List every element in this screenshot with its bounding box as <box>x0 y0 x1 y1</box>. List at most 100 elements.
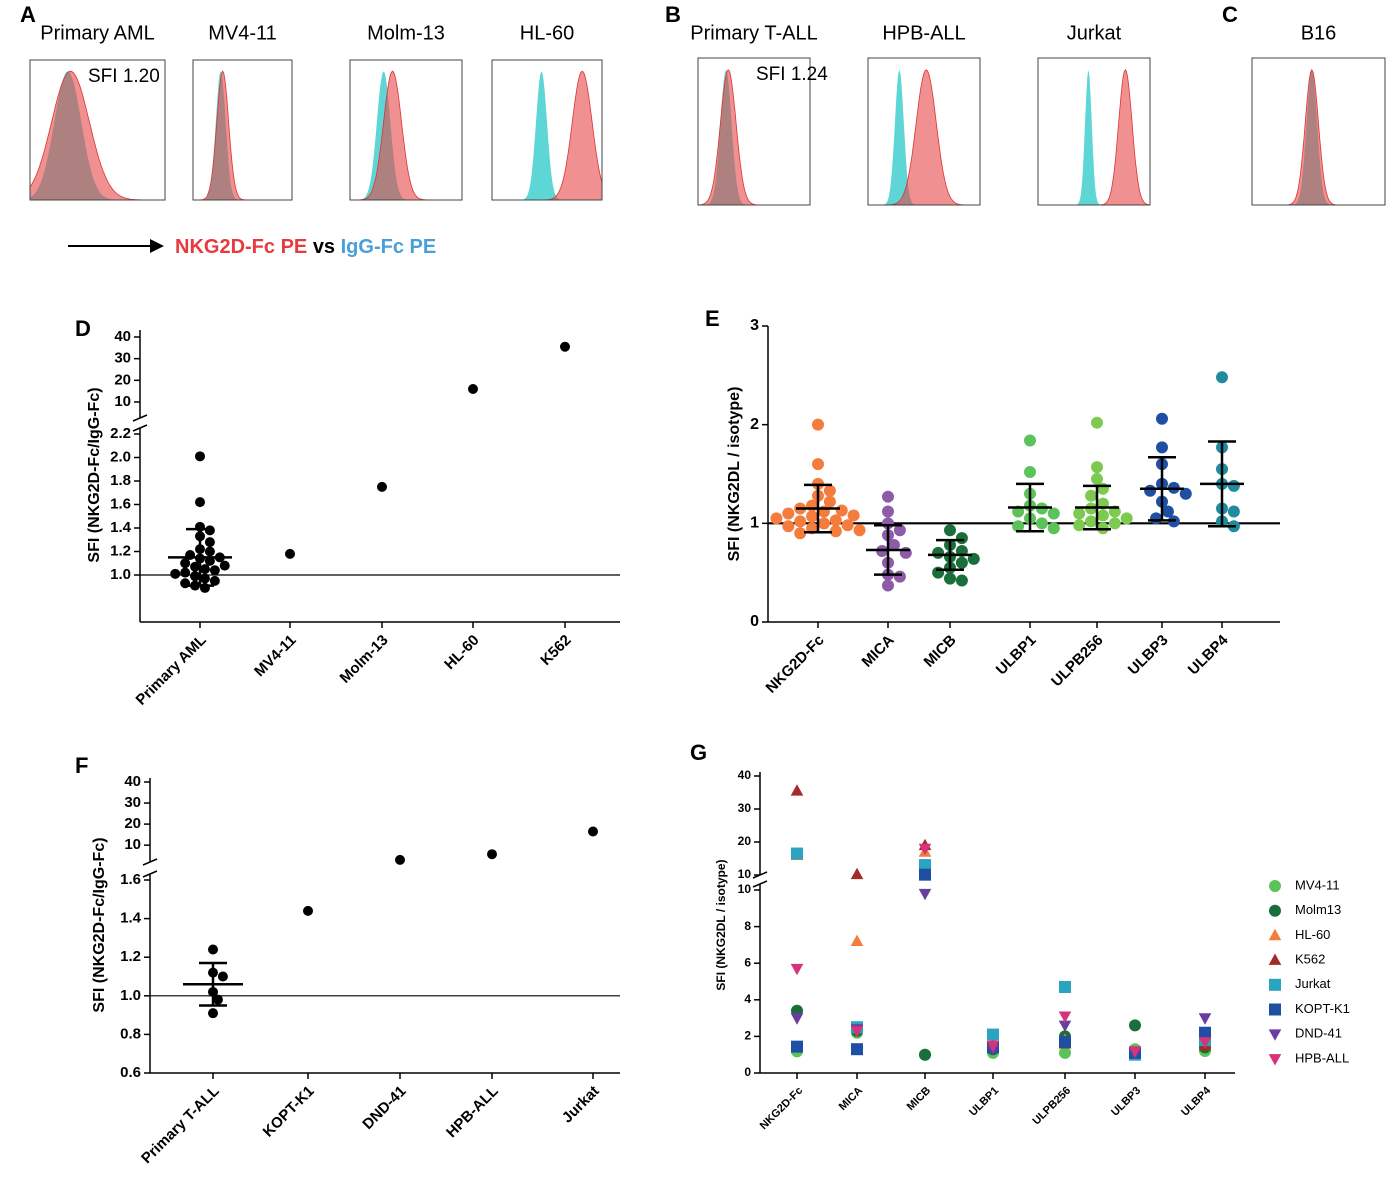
legend-label: HL-60 <box>1295 927 1330 942</box>
data-point <box>208 944 218 955</box>
data-point <box>204 546 215 557</box>
stain-histogram <box>193 70 292 201</box>
data-point <box>882 579 894 592</box>
y-tick-label: 2 <box>750 416 759 433</box>
data-point <box>812 418 824 431</box>
axis-break <box>752 880 768 888</box>
data-point <box>918 888 932 901</box>
data-point <box>1096 509 1109 522</box>
data-point <box>1156 412 1168 425</box>
data-point <box>794 527 807 540</box>
data-point <box>1161 505 1174 518</box>
data-point <box>1108 517 1121 530</box>
y-tick-label: 1.8 <box>110 472 131 489</box>
data-point <box>190 571 201 582</box>
x-tick-label: ULBP1 <box>993 632 1040 679</box>
legend-marker <box>1268 953 1282 965</box>
y-tick-label: 2 <box>744 1029 751 1043</box>
data-point <box>887 539 900 552</box>
y-axis-label: SFI (NKG2D-Fc/IgG-Fc) <box>91 837 108 1012</box>
data-point <box>829 525 842 538</box>
data-point <box>199 573 210 584</box>
data-point <box>829 514 842 527</box>
data-point <box>955 532 968 545</box>
y-tick-label: 10 <box>738 882 752 896</box>
stain-label: NKG2D-Fc PE <box>175 236 307 258</box>
panel-title: Primary AML <box>40 22 154 44</box>
panel-title: HPB-ALL <box>882 22 965 44</box>
data-point <box>190 561 201 572</box>
y-tick-label: 1.6 <box>110 495 131 512</box>
data-point <box>1150 512 1163 525</box>
panel-title: MV4-11 <box>208 22 277 44</box>
data-point <box>1047 507 1060 520</box>
x-tick-label: ULBP3 <box>1109 1085 1143 1119</box>
data-point <box>1227 479 1240 492</box>
y-tick-label: 1.2 <box>110 542 131 559</box>
y-tick-label: 4 <box>744 992 751 1006</box>
data-point <box>1091 416 1103 429</box>
data-point <box>1059 1046 1071 1059</box>
sfi-annotation: SFI 1.24 <box>756 64 828 85</box>
data-point <box>770 512 783 525</box>
stain-histogram <box>868 69 980 206</box>
data-point <box>919 859 931 872</box>
panel-letter: E <box>705 306 720 331</box>
data-point <box>1085 489 1098 502</box>
data-point <box>955 556 968 569</box>
y-tick-label: 0.8 <box>120 1025 141 1042</box>
x-tick-label: Molm-13 <box>337 632 392 687</box>
data-point <box>285 548 295 559</box>
data-point <box>1216 371 1228 384</box>
data-point <box>1012 520 1025 533</box>
histogram-frame <box>192 59 293 201</box>
data-point <box>1199 1026 1211 1039</box>
data-point <box>782 520 795 533</box>
x-tick-label: ULBP4 <box>1185 631 1232 678</box>
data-point <box>841 519 854 532</box>
data-point <box>791 847 803 860</box>
arrow-head <box>150 239 164 253</box>
sfi-annotation: SFI 1.20 <box>88 66 160 87</box>
axis-break <box>142 858 158 866</box>
data-point <box>208 1008 218 1019</box>
control-histogram <box>1038 69 1150 205</box>
y-tick-label: 10 <box>114 393 131 410</box>
y-tick-label: 40 <box>738 768 752 782</box>
legend-label: HPB-ALL <box>1295 1050 1349 1065</box>
data-point <box>1073 519 1086 532</box>
stain-histogram <box>29 70 165 201</box>
data-point <box>1024 466 1036 479</box>
x-tick-label: MICA <box>837 1085 865 1113</box>
data-point <box>932 546 945 559</box>
axis-break <box>132 414 148 422</box>
legend-label: Molm13 <box>1295 902 1341 917</box>
x-tick-label: ULBP3 <box>1125 632 1172 679</box>
legend-label: DND-41 <box>1295 1026 1342 1041</box>
data-point <box>987 1028 999 1041</box>
data-point <box>806 510 819 523</box>
data-point <box>180 558 191 569</box>
x-tick-label: MICB <box>905 1085 933 1113</box>
data-point <box>791 1040 803 1053</box>
y-tick-label: 3 <box>750 317 759 334</box>
data-point <box>1047 522 1060 535</box>
y-tick-label: 0 <box>744 1065 751 1079</box>
data-point <box>850 1026 864 1038</box>
y-tick-label: 10 <box>124 836 141 853</box>
x-tick-label: KOPT-K1 <box>260 1083 318 1141</box>
x-tick-label: MV4-11 <box>251 632 300 681</box>
control-histogram <box>868 69 980 205</box>
stain-histogram <box>1252 68 1385 206</box>
data-point <box>823 495 836 508</box>
stain-histogram <box>350 70 462 201</box>
x-tick-label: NKG2D-Fc <box>758 1085 805 1132</box>
x-tick-label: DND-41 <box>359 1083 409 1133</box>
x-tick-label: MICB <box>921 631 960 670</box>
data-point <box>782 507 795 520</box>
x-tick-label: ULPB256 <box>1048 632 1107 691</box>
data-point <box>1156 441 1168 454</box>
data-point <box>1227 505 1240 518</box>
data-point <box>944 572 956 585</box>
data-point <box>1120 512 1133 525</box>
